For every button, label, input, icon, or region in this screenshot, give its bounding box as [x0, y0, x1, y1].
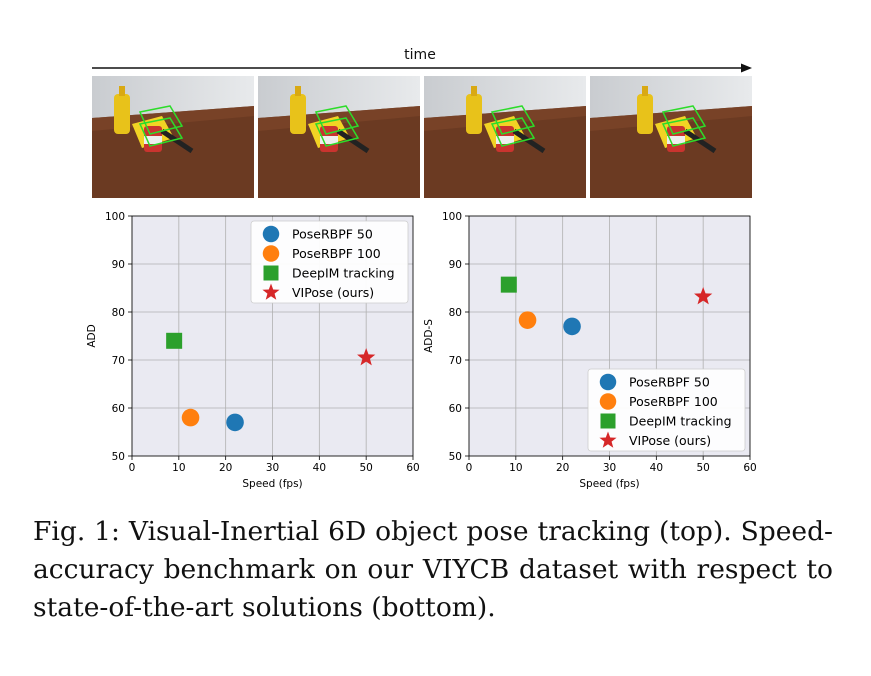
y-axis-label: ADD-S	[423, 319, 435, 353]
legend-marker	[599, 373, 617, 391]
y-tick-label: 50	[449, 451, 462, 463]
y-tick-label: 60	[112, 403, 125, 415]
add-s-chart: 0 10 20 30 40 50 60 50 60 70 80 90 100 Speed (fps) ADD…	[423, 211, 757, 490]
x-tick-label: 20	[219, 462, 232, 474]
photo-frame-2	[258, 76, 420, 198]
time-arrow	[92, 63, 752, 73]
x-tick-label: 40	[313, 462, 326, 474]
legend-marker	[262, 283, 280, 300]
y-tick-label: 70	[112, 355, 125, 367]
data-point	[563, 317, 581, 336]
legend-marker	[599, 393, 617, 410]
x-tick-label: 20	[556, 462, 569, 474]
photo-frame-1	[92, 76, 254, 198]
legend-marker	[599, 431, 617, 448]
data-point	[357, 348, 376, 366]
x-tick-label: 50	[359, 462, 372, 474]
time-label: time	[404, 47, 436, 63]
legend-label: PoseRBPF 100	[629, 394, 718, 409]
y-tick-label: 100	[442, 211, 462, 223]
x-tick-label: 0	[129, 462, 136, 474]
legend	[250, 220, 409, 304]
y-tick-label: 80	[112, 307, 125, 319]
x-tick-label: 10	[172, 462, 185, 474]
x-axis-label: Speed (fps)	[242, 478, 302, 490]
x-axis-label: Speed (fps)	[579, 478, 639, 490]
legend-label: DeepIM tracking	[292, 266, 395, 281]
add-chart: 0 10 20 30 40 50 60 50 60 70 80 90 100 Speed (fps) ADD…	[86, 211, 420, 490]
legend-label: DeepIM tracking	[629, 414, 732, 429]
data-point	[694, 287, 713, 305]
y-axis-label: ADD	[86, 324, 98, 347]
x-tick-label: 40	[650, 462, 663, 474]
x-tick-label: 30	[603, 462, 616, 474]
y-tick-label: 70	[449, 355, 462, 367]
legend-marker	[600, 413, 616, 429]
y-tick-label: 50	[112, 451, 125, 463]
x-tick-label: 10	[509, 462, 522, 474]
y-tick-label: 80	[449, 307, 462, 319]
legend-label: PoseRBPF 100	[292, 246, 381, 261]
figure-caption: Fig. 1: Visual-Inertial 6D object pose t…	[33, 516, 833, 623]
data-point	[226, 413, 244, 432]
legend-marker	[263, 265, 279, 281]
y-tick-label: 90	[449, 259, 462, 271]
data-point	[518, 311, 537, 329]
data-point	[181, 408, 200, 427]
x-tick-label: 60	[743, 462, 756, 474]
legend-label: VIPose (ours)	[629, 433, 711, 448]
x-tick-label: 60	[406, 462, 419, 474]
data-point	[500, 276, 517, 293]
x-tick-label: 0	[466, 462, 473, 474]
y-tick-label: 90	[112, 259, 125, 271]
photo-frame-3	[424, 76, 586, 198]
legend-marker	[262, 245, 280, 262]
legend-label: PoseRBPF 50	[292, 227, 373, 242]
legend	[587, 368, 746, 452]
y-tick-label: 100	[105, 211, 125, 223]
photo-frame-4	[590, 76, 752, 198]
x-tick-label: 50	[696, 462, 709, 474]
legend-label: VIPose (ours)	[292, 285, 374, 300]
y-tick-label: 60	[449, 403, 462, 415]
legend-marker	[262, 225, 280, 243]
x-tick-label: 30	[266, 462, 279, 474]
legend-label: PoseRBPF 50	[629, 375, 710, 390]
data-point	[166, 332, 183, 349]
